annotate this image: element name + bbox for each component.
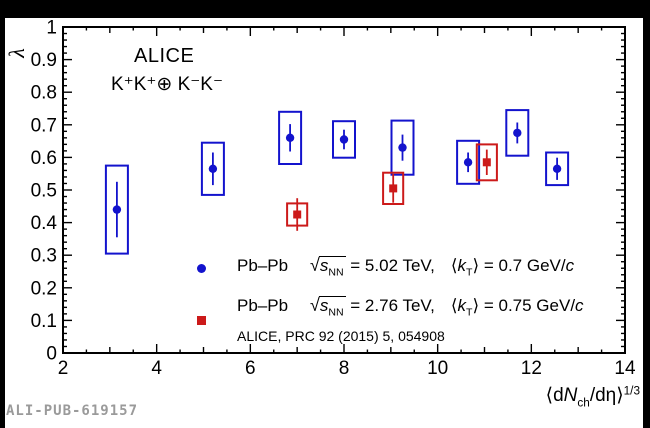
pair-label: K⁺K⁺⊕ K⁻K⁻ bbox=[111, 74, 224, 95]
syst-error-box bbox=[505, 109, 530, 157]
y-axis-title: λ bbox=[4, 48, 29, 58]
y-tick-labels: 0 0.1 0.2 0.3 0.4 0.5 0.6 0.7 0.8 0.9 1 bbox=[31, 18, 58, 365]
data-point-circle bbox=[339, 135, 349, 144]
legend-circle-marker-icon bbox=[197, 264, 206, 273]
x-tick-label: 10 bbox=[427, 358, 448, 379]
x-tick-label: 12 bbox=[521, 358, 542, 379]
y-tick-label: 0.4 bbox=[31, 213, 58, 234]
data-point-square bbox=[482, 158, 491, 167]
y-tick-label: 1 bbox=[46, 18, 57, 39]
x-tick-label: 2 bbox=[58, 358, 69, 379]
syst-error-box bbox=[104, 164, 129, 255]
experiment-label: ALICE bbox=[134, 45, 195, 67]
data-point-circle bbox=[552, 164, 562, 173]
syst-error-box bbox=[456, 139, 481, 185]
syst-error-box bbox=[200, 141, 225, 196]
y-tick-label: 0.3 bbox=[31, 246, 57, 267]
x-tick-label: 8 bbox=[339, 358, 350, 379]
data-point-circle bbox=[285, 133, 295, 142]
data-point-square bbox=[293, 210, 302, 219]
x-tick-label: 4 bbox=[151, 358, 162, 379]
syst-error-box bbox=[278, 110, 303, 166]
plot-svg: 2 4 6 8 10 12 14 0 0.1 0.2 0.3 0.4 0.5 0.6 0.7 0.8 0.9 1 bbox=[31, 18, 636, 379]
data-point-circle bbox=[398, 143, 407, 152]
x-tick-labels: 2 4 6 8 10 12 14 bbox=[58, 358, 636, 379]
data-point-circle bbox=[513, 128, 522, 138]
legend-square-marker-icon bbox=[197, 316, 206, 325]
data-point-circle bbox=[208, 164, 218, 173]
syst-error-box bbox=[475, 143, 498, 182]
plot-canvas: 2 4 6 8 10 12 14 0 0.1 0.2 0.3 0.4 0.5 0.6 0.7 0.8 0.9 1 … bbox=[4, 18, 643, 428]
data-point-square bbox=[389, 184, 398, 193]
y-tick-label: 0.2 bbox=[31, 278, 57, 299]
y-tick-label: 0.9 bbox=[31, 50, 57, 71]
legend-entry-5.02TeV: Pb–Pb √sNN = 5.02 TeV, ⟨kT⟩ = 0.7 GeV/c bbox=[237, 255, 575, 279]
y-tick-label: 0.1 bbox=[31, 311, 57, 332]
syst-error-box bbox=[545, 151, 570, 187]
watermark: ALI-PUB-619157 bbox=[6, 403, 139, 419]
data-point-circle bbox=[463, 158, 473, 167]
series-0 bbox=[104, 109, 570, 255]
syst-error-box bbox=[382, 171, 405, 205]
legend-entry-2.76TeV: Pb–Pb √sNN = 2.76 TeV, ⟨kT⟩ = 0.75 GeV/c bbox=[237, 295, 584, 319]
y-tick-label: 0.7 bbox=[31, 115, 57, 136]
y-tick-label: 0.6 bbox=[31, 148, 57, 169]
series-1 bbox=[286, 143, 498, 231]
syst-error-box bbox=[332, 120, 356, 159]
data-point-circle bbox=[112, 205, 122, 214]
x-tick-label: 6 bbox=[245, 358, 256, 379]
reference-text: ALICE, PRC 92 (2015) 5, 054908 bbox=[237, 328, 445, 344]
x-tick-label: 14 bbox=[614, 358, 636, 379]
sqrt-symbol: √ bbox=[310, 295, 320, 315]
y-tick-label: 0 bbox=[46, 344, 57, 365]
y-axis-ticks bbox=[63, 26, 625, 354]
sqrt-symbol: √ bbox=[310, 255, 320, 275]
y-tick-label: 0.8 bbox=[31, 83, 57, 104]
y-tick-label: 0.5 bbox=[31, 181, 57, 202]
x-axis-title: ⟨dNch/dη⟩1/3 bbox=[545, 384, 640, 410]
x-axis-ticks bbox=[62, 27, 626, 353]
